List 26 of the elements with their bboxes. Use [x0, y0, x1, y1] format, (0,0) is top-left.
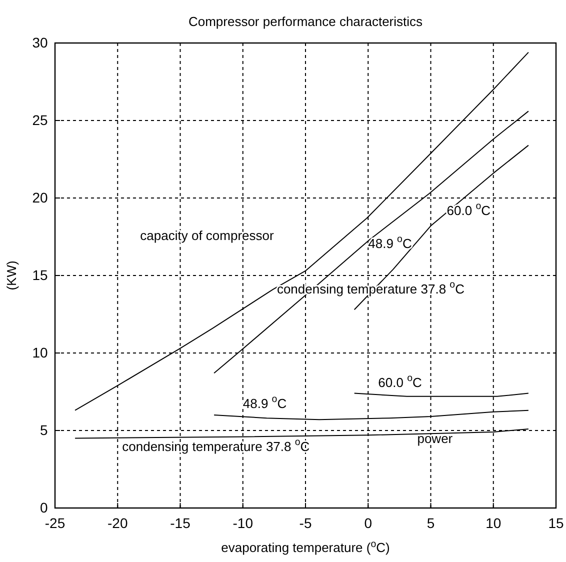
y-tick-label: 0 — [40, 499, 48, 516]
annotation: 48.9 $^{o}$C — [242, 394, 287, 412]
x-tick-label: -20 — [108, 514, 128, 531]
x-tick-label: 5 — [426, 514, 435, 531]
y-tick-label: 15 — [32, 266, 48, 283]
y-tick-label: 10 — [32, 344, 48, 360]
y-tick-label: 30 — [32, 34, 48, 50]
annotation: 60.0 $^{o}$C — [446, 200, 491, 218]
annotation: power — [417, 432, 454, 447]
annotation: 60.0 $^{o}$C — [378, 372, 422, 390]
annotation: condensing temperature 37.8 $^{o}$C — [122, 437, 310, 454]
chart-title: Compressor performance characteristics — [188, 14, 424, 29]
x-tick-label: -25 — [44, 514, 66, 531]
x-tick-label: 10 — [486, 514, 502, 531]
x-tick-label: -5 — [299, 514, 312, 531]
x-tick-label: -15 — [170, 514, 191, 531]
y-tick-label: 20 — [32, 189, 48, 206]
x-tick-label: -10 — [232, 514, 254, 531]
y-axis-title: (KW) — [4, 260, 19, 290]
annotation: capacity of compressor — [140, 228, 275, 244]
y-tick-label: 25 — [32, 112, 48, 128]
x-axis-title: evaporating temperature ($^{o}$C) — [221, 538, 390, 555]
annotation: 48.9 $^{o}$C — [368, 234, 412, 252]
y-tick-label: 5 — [40, 422, 48, 438]
x-tick-label: 0 — [364, 514, 372, 531]
x-tick-label: 15 — [548, 514, 564, 531]
